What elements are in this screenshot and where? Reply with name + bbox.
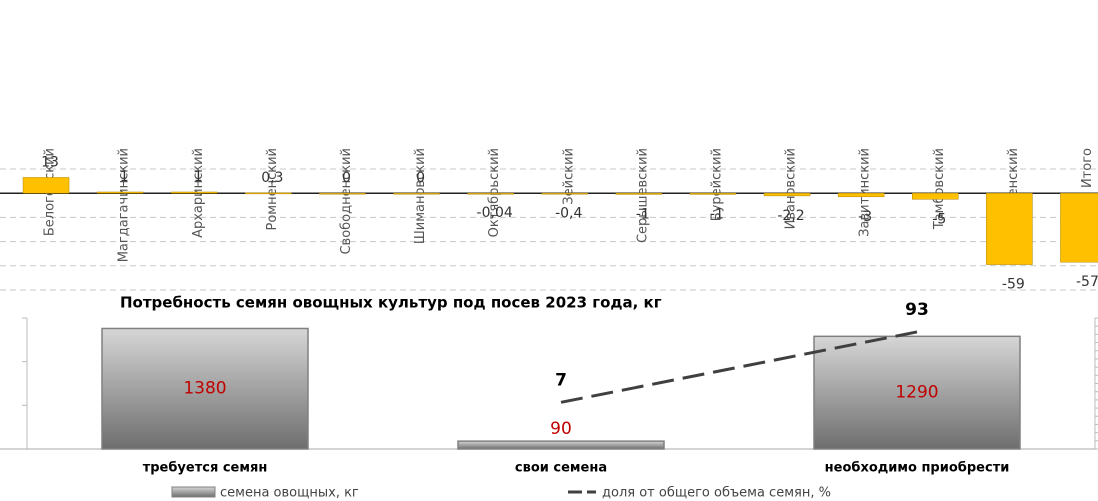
value-label: 0 <box>416 170 425 186</box>
legend-label: доля от общего объема семян, % <box>602 486 831 501</box>
bar <box>171 191 218 194</box>
value-label: -1 <box>636 206 650 222</box>
category-label: Завитинский <box>858 148 873 237</box>
value-label: -57 <box>1076 274 1098 290</box>
bar-value-label: 1290 <box>895 383 938 403</box>
bar <box>541 192 588 195</box>
bar-value-label: 1380 <box>183 379 226 399</box>
category-label: Тамбовский <box>932 148 947 230</box>
bar <box>245 192 292 195</box>
value-label: 1 <box>120 169 129 185</box>
value-label: -3 <box>858 209 872 225</box>
legend-label: семена овощных, кг <box>220 486 359 501</box>
value-label: 0 <box>342 170 351 186</box>
bar <box>813 335 1021 450</box>
chart-title: Потребность семян овощных культур под по… <box>120 294 662 312</box>
bar <box>837 192 885 198</box>
bar <box>763 192 811 197</box>
bar <box>319 192 366 195</box>
category-label: Магдагачинский <box>117 148 132 262</box>
category-label: Свободненский <box>339 148 354 255</box>
value-label: -5 <box>932 211 946 227</box>
value-label: -0,4 <box>555 206 582 222</box>
bar <box>467 192 514 195</box>
category-label: Ромненский <box>265 148 280 231</box>
category-label: Бурейский <box>709 148 724 221</box>
category-label: требуется семян <box>143 461 268 476</box>
bar <box>912 192 959 200</box>
value-label: 13 <box>41 154 59 170</box>
value-label: 0,3 <box>261 170 283 186</box>
bar <box>457 440 665 450</box>
value-label: -2,2 <box>777 208 804 224</box>
bar <box>986 192 1033 265</box>
line-value-label: 7 <box>555 370 567 390</box>
bar <box>96 191 144 194</box>
value-label: 1 <box>194 169 203 185</box>
bar-value-label: 90 <box>550 419 572 439</box>
category-label: Итого <box>1080 148 1095 188</box>
line-value-label: 93 <box>905 300 929 320</box>
bar <box>101 327 309 450</box>
category-label: Шимановский <box>413 148 428 244</box>
legend-swatch <box>171 486 216 498</box>
category-label: Серышевский <box>635 148 650 243</box>
category-label: свои семена <box>515 461 607 476</box>
bar <box>689 192 737 195</box>
bar <box>615 192 663 195</box>
category-label: Октябрьский <box>487 148 502 237</box>
bar <box>22 177 70 194</box>
category-label: Ивановский <box>784 148 799 229</box>
value-label: -0,04 <box>477 205 513 221</box>
bar <box>393 192 440 195</box>
bar <box>1060 192 1098 263</box>
category-label: Зейский <box>561 148 576 205</box>
value-label: -1 <box>710 206 724 222</box>
value-label: -59 <box>1002 277 1025 293</box>
category-label: необходимо приобрести <box>825 461 1010 476</box>
